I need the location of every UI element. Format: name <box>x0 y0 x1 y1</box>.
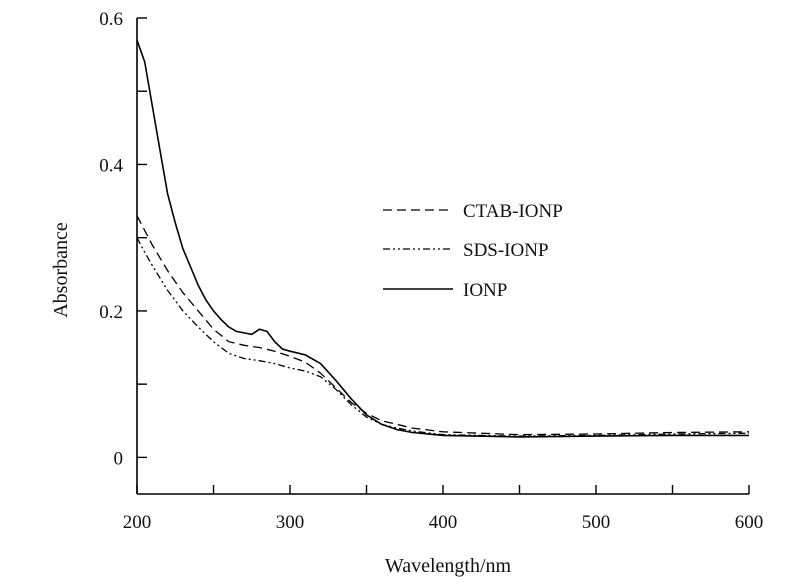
legend: CTAB-IONP SDS-IONP IONP <box>383 201 563 301</box>
x-ticks: 200 300 400 500 600 <box>123 485 764 533</box>
x-tick-label: 600 <box>735 512 764 533</box>
series-line-ionp <box>136 39 749 438</box>
legend-label-ctab-ionp: CTAB-IONP <box>463 201 563 222</box>
y-tick-label: 0.6 <box>99 9 123 30</box>
axes <box>136 18 749 495</box>
y-tick-label: 0.2 <box>99 302 123 323</box>
x-axis-label: Wavelength/nm <box>385 555 512 577</box>
y-tick-label: 0.4 <box>99 155 123 176</box>
legend-label-ionp: IONP <box>463 280 507 301</box>
x-tick-label: 300 <box>276 512 305 533</box>
series-group <box>136 39 750 438</box>
x-tick-label: 400 <box>429 512 458 533</box>
series-line-ctab-ionp <box>136 215 750 436</box>
y-axis-label: Absorbance <box>50 222 72 318</box>
y-tick-label: 0 <box>114 448 124 469</box>
legend-label-sds-ionp: SDS-IONP <box>463 240 549 261</box>
y-ticks: 0 0.2 0.4 0.6 <box>99 9 147 469</box>
series-line-sds-ionp <box>136 237 750 437</box>
x-tick-label: 200 <box>123 512 152 533</box>
x-tick-label: 500 <box>582 512 611 533</box>
